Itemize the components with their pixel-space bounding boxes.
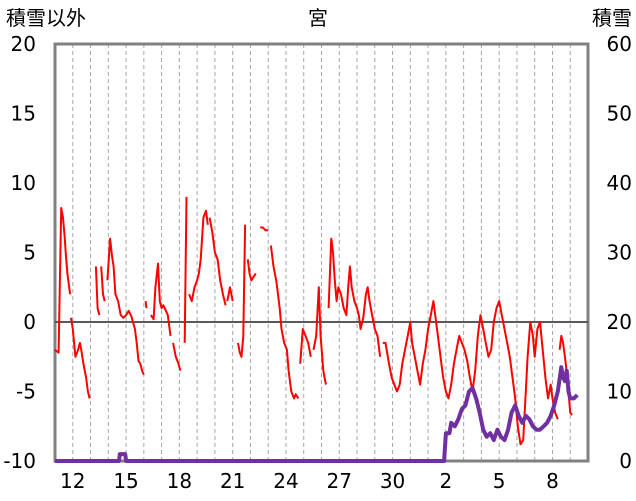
left-tick-label: 5 (23, 241, 36, 265)
plot-area-border (53, 42, 590, 463)
left-tick-label: 0 (23, 310, 36, 334)
temperature-line (382, 300, 559, 446)
x-tick-label: 15 (113, 469, 138, 493)
temperature-line (183, 196, 188, 343)
left-tick-label: -10 (3, 449, 36, 473)
temperature-line (54, 207, 72, 354)
left-tick-label: 10 (11, 171, 36, 195)
x-tick-label: 27 (327, 469, 352, 493)
temperature-line (260, 226, 269, 232)
temperature-line (208, 217, 227, 306)
left-tick-label: 20 (11, 32, 36, 56)
x-tick-label: 24 (273, 469, 298, 493)
right-tick-label: 10 (607, 380, 632, 404)
right-tick-label: 30 (607, 241, 632, 265)
x-ticks: 12 15 18 21 24 27 30 2 5 8 (60, 469, 559, 493)
right-tick-label: 50 (607, 102, 632, 126)
temperature-line (312, 286, 327, 385)
gridlines (72, 44, 571, 461)
x-tick-label: 2 (439, 469, 452, 493)
left-tick-label: 15 (11, 102, 36, 126)
series-group (54, 196, 579, 463)
temperature-line (558, 334, 573, 416)
x-tick-label: 5 (493, 469, 506, 493)
temperature-line (327, 237, 382, 357)
x-tick-label: 21 (220, 469, 245, 493)
x-tick-label: 8 (546, 469, 559, 493)
temperature-line (172, 342, 182, 371)
temperature-line (100, 266, 106, 302)
right-tick-label: 0 (619, 449, 632, 473)
right-y-ticks: 0 10 20 30 40 50 60 (607, 32, 632, 473)
temperature-line (144, 300, 148, 309)
right-tick-label: 20 (607, 310, 632, 334)
right-tick-label: 60 (607, 32, 632, 56)
left-y-ticks: -10 -5 0 5 10 15 20 (3, 32, 36, 473)
x-tick-label: 18 (167, 469, 192, 493)
left-tick-label: -5 (16, 380, 36, 404)
temperature-line (237, 224, 247, 358)
temperature-line (150, 262, 172, 337)
temperature-line (246, 259, 257, 282)
right-axis-title: 積雪 (592, 6, 632, 30)
temperature-line (94, 266, 101, 316)
temperature-line (299, 328, 312, 364)
temperature-line (188, 209, 209, 303)
temperature-line (106, 237, 145, 376)
temperature-line (226, 286, 234, 302)
left-axis-title: 積雪以外 (6, 6, 86, 30)
right-tick-label: 40 (607, 171, 632, 195)
temperature-line (70, 317, 91, 399)
snow-depth-line (55, 365, 579, 463)
temperature-line (269, 245, 300, 400)
x-tick-label: 30 (380, 469, 405, 493)
chart-title: 宮 (308, 6, 328, 30)
x-tick-label: 12 (60, 469, 85, 493)
